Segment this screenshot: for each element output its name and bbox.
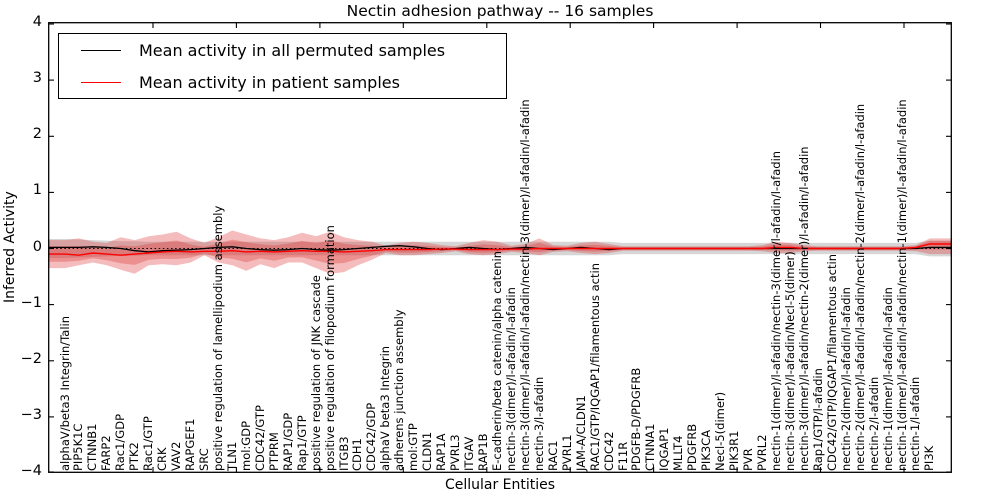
entity-label: PVRL3: [448, 434, 463, 471]
plot-area: alphaV/beta3 Integrin/Talin PIP5K1C CTNNB1…: [48, 22, 952, 473]
entity-label: nectin-2(dimer)/l-afadin/l-afadin: [838, 287, 853, 471]
entity-label: PI3K: [922, 445, 937, 471]
entity-label: nectin-3/l-afadin: [531, 376, 546, 471]
entity-label: RAP1/GDP: [280, 412, 295, 471]
x-axis-label: Cellular Entities: [444, 477, 556, 493]
entity-label: nectin-3(dimer)/l-afadin/l-afadin: [503, 287, 518, 471]
legend-row-patient: Mean activity in patient samples: [59, 73, 506, 92]
entity-label: Rac1/GTP: [141, 416, 156, 471]
entity-label: nectin-1(dimer)/l-afadin/l-afadin/nectin…: [894, 99, 909, 471]
entity-label: RAP1A: [434, 433, 449, 471]
y-tick-label: −4: [20, 463, 42, 479]
y-tick-label: 0: [32, 238, 42, 255]
entity-label: FARP2: [99, 435, 114, 471]
legend: Mean activity in all permuted samples Me…: [58, 33, 507, 99]
entity-label: Necl-5(dimer): [713, 391, 728, 471]
entity-label: mol:GDP: [238, 420, 253, 471]
entity-label: nectin-1(dimer)/l-afadin/nectin-3(dimer/…: [768, 150, 783, 471]
entity-label: CDC42/GDP: [364, 402, 379, 471]
entity-label: PIK3R1: [727, 430, 742, 472]
entity-label: PIP5K1C: [71, 423, 86, 471]
entity-label: VAV2: [169, 441, 184, 471]
entity-label: PVRL2: [755, 434, 769, 471]
entity-label: positive regulation of filopodium format…: [322, 225, 337, 471]
entity-label: ITGB3: [336, 436, 351, 471]
entity-label: adherens junction assembly: [392, 309, 407, 471]
patient-band-inner: [48, 239, 952, 265]
permuted-line-sample: [81, 49, 121, 51]
entity-label: positive regulation of lamellipodium ass…: [210, 205, 225, 471]
plot-frame: [48, 22, 952, 473]
entity-label: PTK2: [127, 442, 142, 471]
y-tick-label: −2: [20, 350, 42, 367]
entity-label: positive regulation of JNK cascade: [308, 275, 323, 471]
entity-label: nectin-3(dimer)/l-afadin/l-afadin/nectin…: [517, 99, 532, 471]
entity-label: TLN1: [224, 441, 239, 471]
entity-label: CDC42/GTP: [252, 405, 267, 471]
entity-label: PVRL1: [559, 434, 574, 471]
entity-label: IQGAP1: [657, 427, 672, 471]
patient-line-sample: [81, 81, 121, 83]
legend-label-patient: Mean activity in patient samples: [139, 72, 400, 92]
entity-label: RAC1/GTP/IQGAP1/filamentous actin: [587, 263, 602, 471]
y-tick-label: 3: [32, 70, 42, 87]
entity-label: nectin-1(dimer)/l-afadin/l-afadin: [880, 287, 895, 471]
y-tick-label: −1: [20, 294, 42, 311]
entity-label: RAP1B: [476, 433, 490, 471]
entity-label: alphaV/beta3 Integrin/Talin: [57, 315, 72, 471]
y-tick-label: 2: [32, 126, 42, 143]
entity-label: CDC42: [601, 431, 616, 471]
entity-label: nectin-1/l-afadin: [908, 376, 923, 471]
entity-label: CTNNB1: [85, 423, 100, 471]
entity-label: nectin-3(dimer)/l-afadin/Necl-5(dimer): [782, 251, 797, 471]
chart-title: Nectin adhesion pathway -- 16 samples: [346, 2, 654, 20]
entity-label: mol:GTP: [406, 423, 421, 471]
entity-label: MLLT4: [671, 435, 686, 472]
entity-label: Rap1/GTP: [294, 415, 309, 471]
entity-label: CDC42/GTP/IQGAP1/filamentous actin: [824, 253, 839, 471]
plot-svg: [48, 22, 952, 473]
entity-label: E-cadherin/beta catenin/alpha catenin: [489, 251, 504, 471]
entity-label: F11R: [615, 441, 630, 471]
patient-band-outer: [48, 230, 952, 274]
y-tick-label: −3: [20, 406, 42, 423]
entity-label: RAPGEF1: [183, 418, 198, 471]
entity-label: PDGFRB: [685, 423, 700, 471]
entity-label: Rac1/GDP: [113, 413, 128, 471]
y-tick-label: 1: [32, 182, 42, 199]
entity-label: ITGAV: [462, 436, 477, 471]
entity-label: Rap1/GTP/l-afadin: [810, 368, 825, 471]
entity-label: JAM-A/CLDN1: [573, 395, 588, 471]
entity-label: PTPRM: [266, 432, 281, 471]
entity-label: SRC: [197, 448, 211, 471]
y-tick-label: 4: [32, 14, 42, 30]
entity-label: nectin-3(dimer)/l-afadin/nectin-2(dimer)…: [796, 146, 811, 471]
legend-row-permuted: Mean activity in all permuted samples: [59, 41, 506, 60]
entity-label: CLDN1: [420, 431, 435, 471]
entity-label: PIK3CA: [699, 429, 714, 471]
entity-label: nectin-2/l-afadin: [866, 376, 881, 471]
entity-label: CDH1: [350, 438, 365, 471]
entity-label: PVR: [741, 448, 756, 471]
entity-label: CRK: [155, 447, 170, 471]
entity-label: nectin-2(dimer)/l-afadin/l-afadin/nectin…: [852, 103, 867, 471]
entity-label: alphaV beta3 Integrin: [378, 345, 393, 471]
entity-label: PDGFB-D/PDGFRB: [629, 367, 644, 471]
entity-label: RAC1: [545, 440, 560, 471]
entity-label: CTNNA1: [643, 423, 658, 471]
patient-mean-line: [48, 243, 952, 256]
legend-label-permuted: Mean activity in all permuted samples: [139, 40, 446, 60]
